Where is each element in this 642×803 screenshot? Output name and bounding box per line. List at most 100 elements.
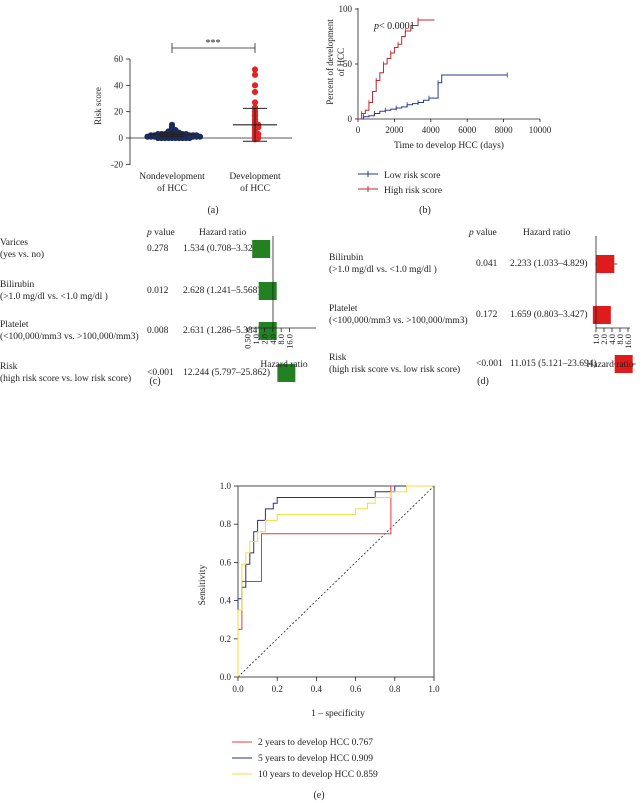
hazard-marker: [596, 255, 615, 273]
roc-curve-1: [237, 485, 434, 677]
row-p-value: <0.001: [476, 359, 503, 369]
forest-xtick-label: 1.0: [251, 334, 261, 345]
legend-high-risk-label: High risk score: [384, 186, 442, 196]
row-sublabel: (>1.0 mg/dl vs. <1.0 mg/dl ): [0, 291, 108, 302]
hazard-marker: [592, 306, 611, 324]
group-label-2-line1: Development: [229, 172, 281, 182]
panel-a-ylabel: Risk score: [93, 87, 103, 125]
b-ytick-label: 50: [343, 59, 353, 69]
legend-label-2: 5 years to develop HCC 0.909: [258, 754, 373, 764]
b-xtick-label: 0: [356, 125, 361, 135]
row-label: Bilirubin: [0, 280, 35, 290]
forest-xtick-label: 1.0: [591, 334, 601, 345]
b-xtick-label: 2000: [385, 125, 404, 135]
forest-xtick-label: 8.0: [276, 334, 286, 345]
nondevelopment-point: [154, 134, 162, 142]
panel-a-label: (a): [207, 205, 218, 216]
group-label-1-line2: of HCC: [157, 183, 187, 194]
row-label: Risk: [0, 362, 18, 372]
forest-xtick-label: 4.0: [607, 334, 617, 345]
p-value-text: < 0.0001: [379, 21, 415, 32]
b-xtick-label: 4000: [422, 125, 441, 135]
e-xtick-label: 0.4: [311, 684, 323, 694]
e-ytick-label: 0.0: [220, 672, 232, 682]
legend-label-1: 2 years to develop HCC 0.767: [258, 738, 373, 748]
a-ytick-label: 20: [114, 107, 124, 117]
development-point: [251, 82, 259, 89]
d-header-p: p value: [468, 228, 497, 238]
row-label: Platelet: [0, 320, 29, 330]
e-xtick-label: 1.0: [428, 684, 440, 694]
panel-c: p value Hazard ratio Varices(yes vs. no)…: [0, 228, 316, 387]
row-p-value: <0.001: [147, 368, 174, 378]
row-label: Varices: [0, 238, 28, 248]
panel-d: p value Hazard ratio Bilirubin(>1.0 mg/d…: [329, 228, 636, 387]
row-label: Platelet: [329, 304, 358, 314]
forest-xtick-label: 16.0: [285, 334, 295, 349]
row-hazard-ratio: 1.534 (0.708–3.325): [183, 243, 261, 254]
forest-xtick-label: 2.0: [599, 334, 609, 345]
panel-a: Risk score 60 40 20 0 -20 *** Nondevelopment…: [93, 38, 292, 216]
row-sublabel: (<100,000/mm3 vs. >100,000/mm3): [329, 315, 468, 326]
a-ytick-label: 40: [114, 80, 124, 90]
b-xtick-label: 6000: [458, 125, 477, 135]
hazard-marker: [252, 240, 271, 258]
hazard-marker: [614, 355, 633, 373]
e-ytick-label: 0.6: [220, 557, 232, 567]
panel-b-label: (b): [419, 205, 431, 216]
row-hazard-ratio: 1.659 (0.803–3.427): [510, 309, 588, 320]
forest-xtick-label: 16.0: [623, 334, 633, 349]
group-label-1-line1: Nondevelopment: [139, 172, 205, 182]
row-p-value: 0.278: [147, 244, 169, 254]
panel-c-label: (c): [149, 376, 160, 387]
e-xtick-label: 0.0: [232, 684, 244, 694]
row-sublabel: (high risk score vs. low risk score): [0, 373, 131, 384]
significance-stars: ***: [206, 38, 221, 49]
roc-diagonal: [237, 485, 435, 678]
row-sublabel: (>1.0 mg/dl vs. <1.0 mg/dl ): [329, 264, 437, 275]
c-header-hr: Hazard ratio: [199, 228, 246, 238]
d-xlabel: Hazard ratio: [586, 360, 633, 370]
d-header-hr: Hazard ratio: [523, 228, 570, 238]
b-xtick-label: 8000: [495, 125, 514, 135]
roc-curve-3: [237, 485, 434, 677]
panel-e-label: (e): [313, 790, 324, 801]
development-point: [251, 71, 259, 78]
a-ytick-label: 60: [114, 54, 124, 64]
legend-low-risk-label: Low risk score: [384, 171, 440, 181]
row-p-value: 0.172: [476, 310, 498, 320]
development-point: [251, 99, 259, 106]
row-hazard-ratio: 12.244 (5.797–25.862): [183, 367, 270, 378]
hazard-marker: [277, 364, 296, 382]
a-ytick-label: 0: [119, 133, 124, 143]
row-sublabel: (high risk score vs. low risk score): [329, 364, 460, 375]
b-xtick-label: 10000: [529, 125, 552, 135]
row-hazard-ratio: 2.631 (1.286–5.384): [183, 325, 261, 336]
e-xtick-label: 0.6: [350, 684, 362, 694]
hazard-marker: [258, 282, 277, 300]
low-risk-curve: [358, 74, 508, 120]
e-ytick-label: 0.2: [220, 634, 231, 644]
roc-xlabel: 1 – specificity: [311, 708, 365, 719]
e-xtick-label: 0.2: [272, 684, 283, 694]
panel-b-xlabel: Time to develop HCC (days): [394, 140, 504, 151]
panel-e: 0.0 0.2 0.4 0.6 0.8 1.0 1.0 0.8 0.6 0.4 0.2 0.0 Sen…: [198, 481, 440, 801]
development-point: [251, 66, 259, 73]
row-p-value: 0.012: [147, 286, 169, 296]
forest-xtick-label: 2.0: [259, 334, 269, 345]
p-value-annotation: p< 0.0001: [373, 21, 415, 32]
row-hazard-ratio: 2.628 (1.241–5.568): [183, 285, 261, 296]
nondevelopment-point: [196, 133, 204, 140]
legend-label-3: 10 years to develop HCC 0.859: [258, 770, 378, 780]
forest-xtick-label: 0.50: [243, 334, 253, 349]
b-ytick-label: 100: [339, 4, 353, 14]
row-label: Bilirubin: [329, 253, 364, 263]
group-label-2-line2: of HCC: [240, 183, 270, 194]
e-xtick-label: 0.8: [389, 684, 401, 694]
e-ytick-label: 0.4: [220, 596, 232, 606]
a-ytick-label: -20: [111, 159, 123, 169]
p-letter: p: [373, 21, 379, 32]
high-risk-curve: [358, 19, 435, 120]
row-hazard-ratio: 11.015 (5.121–23.694): [510, 358, 597, 369]
panel-b: Percent of developmentof HCC 0 2000 4000 60…: [325, 4, 552, 216]
